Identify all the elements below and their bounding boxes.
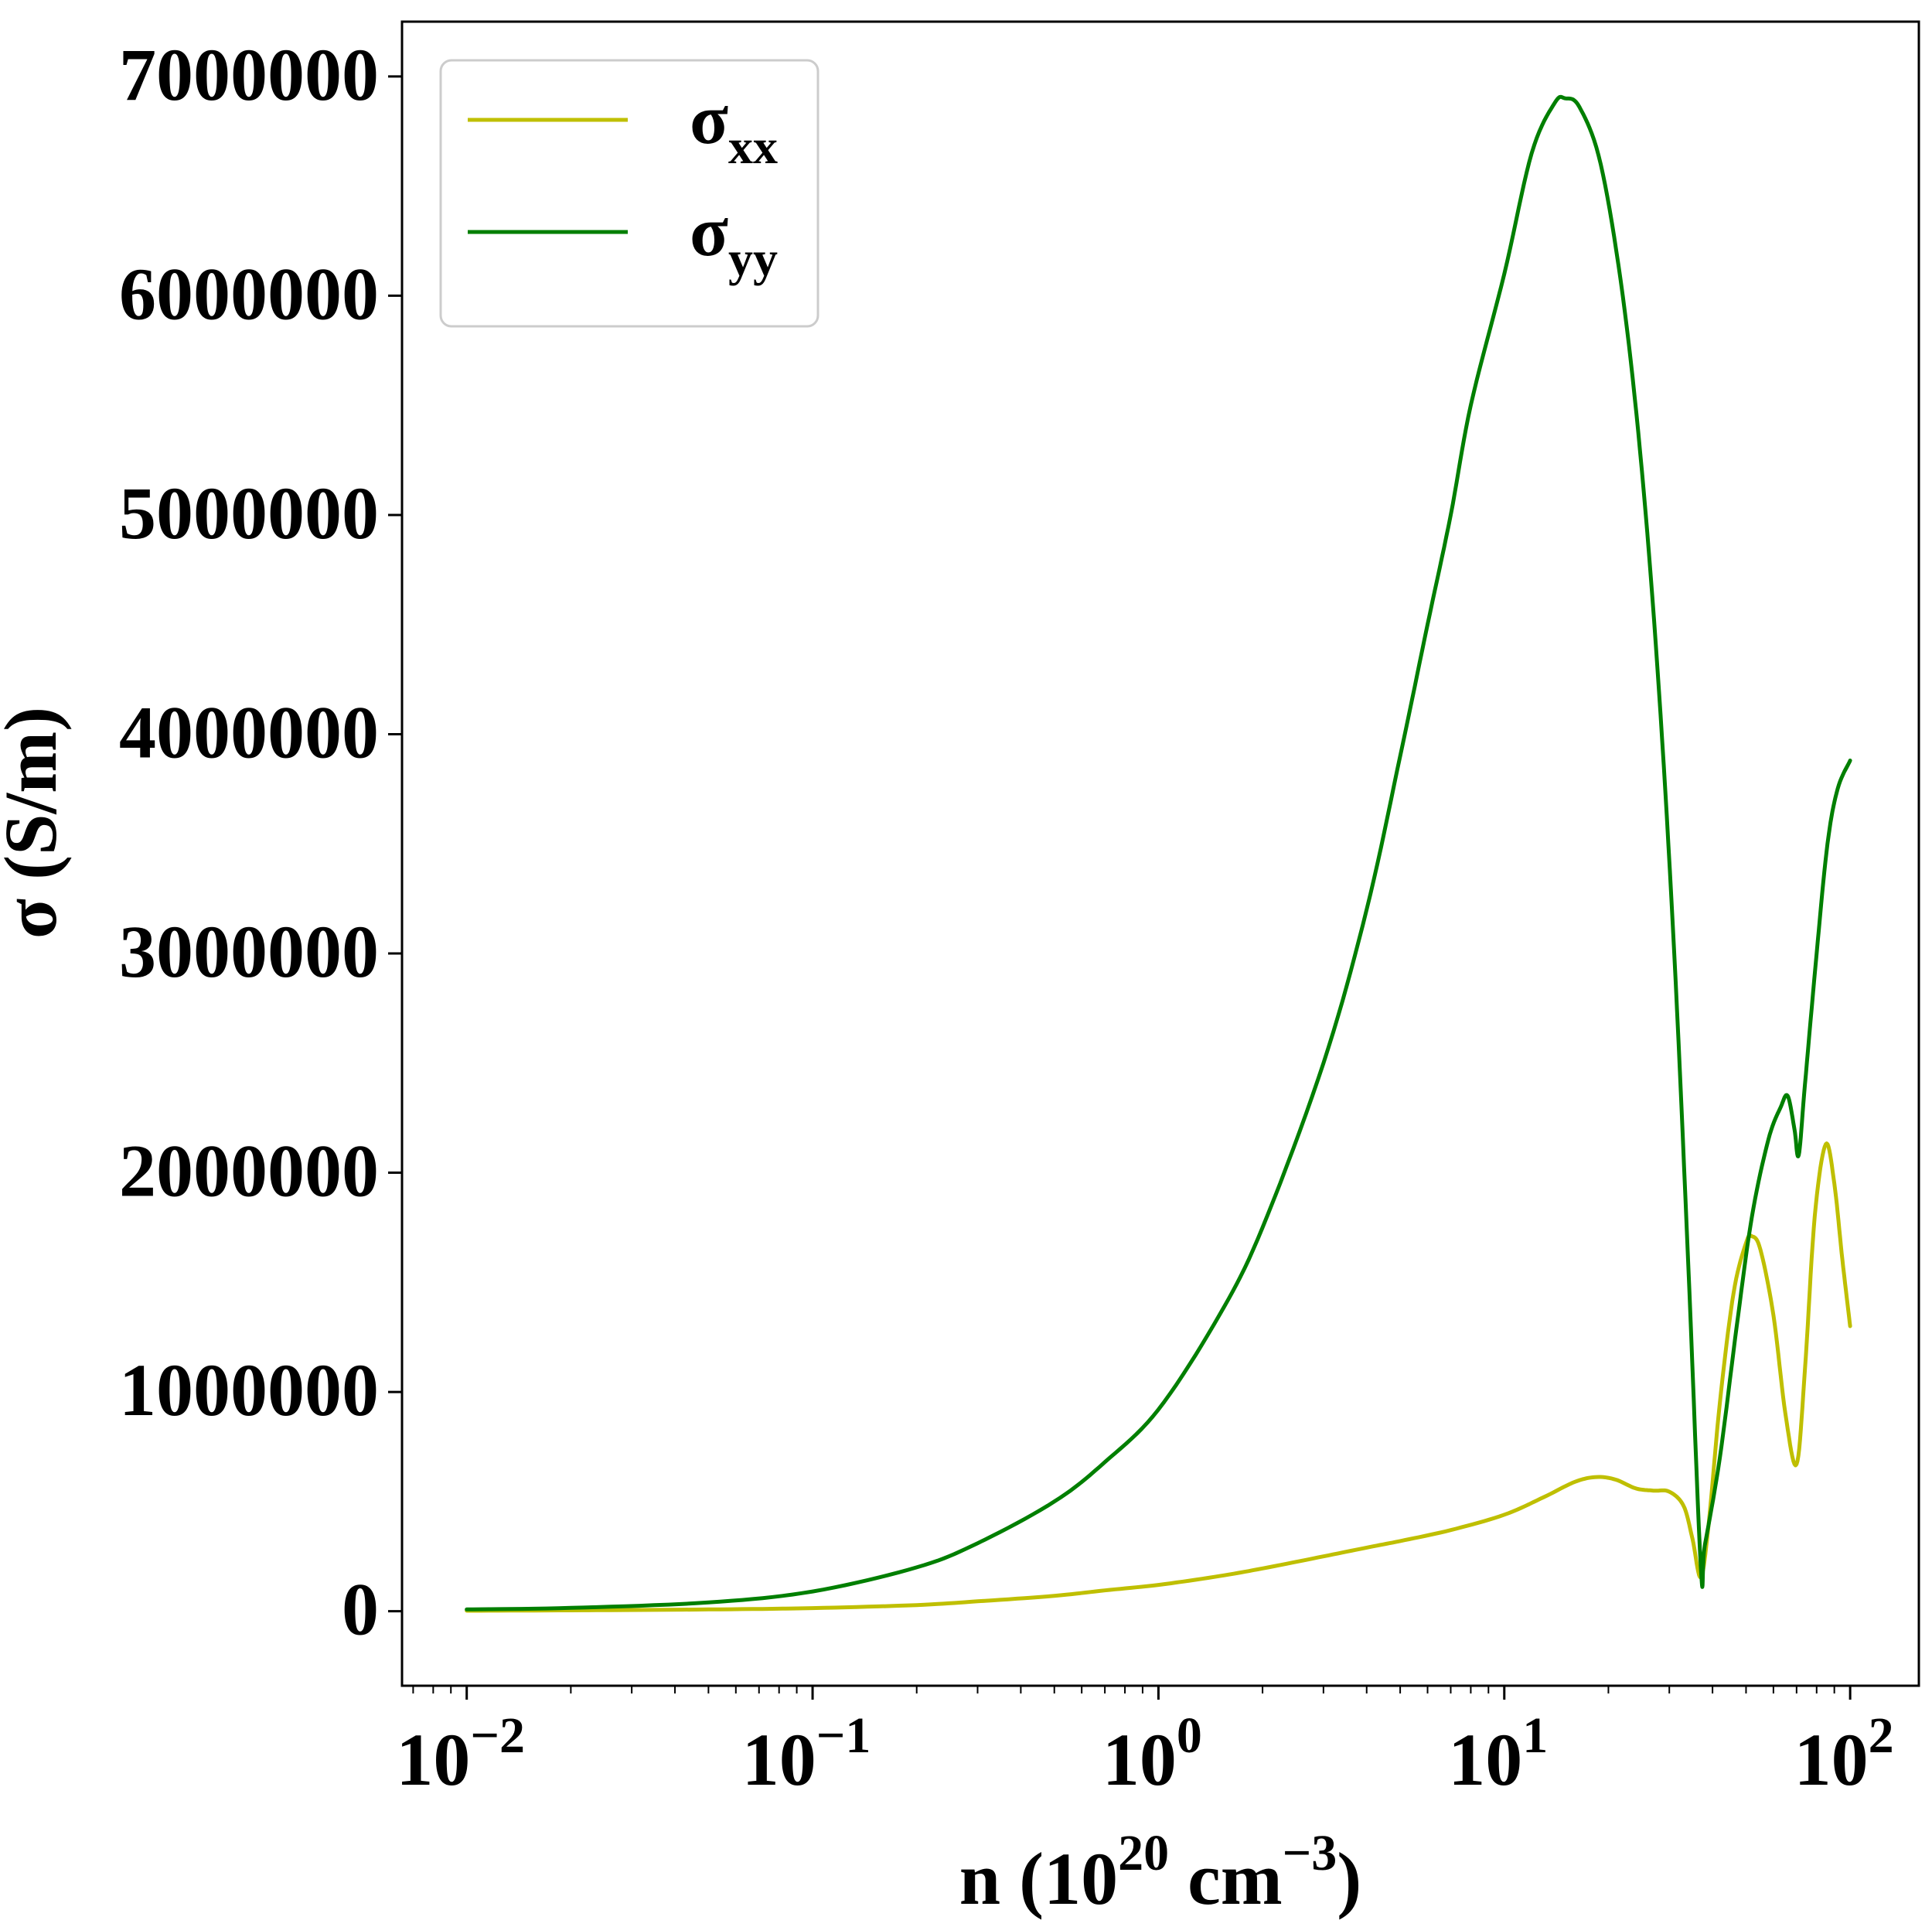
legend-label-sigma-yy: σyy — [690, 192, 778, 286]
series-layer — [465, 94, 1852, 1613]
series-line-sigma-yy — [465, 94, 1852, 1612]
y-tick-label: 1000000 — [119, 1349, 379, 1431]
y-axis-label: σ (S/m) — [0, 707, 72, 939]
x-tick-label: 102 — [1794, 1707, 1894, 1801]
y-tick-label: 4000000 — [119, 691, 379, 773]
x-tick-label: 10−2 — [396, 1707, 525, 1801]
y-tick-label: 2000000 — [119, 1130, 379, 1212]
legend: σxx σyy — [439, 59, 819, 328]
x-axis-label: n (1020 cm−3) — [959, 1825, 1362, 1920]
y-tick-label: 0 — [342, 1568, 379, 1651]
legend-label-sigma-xx: σxx — [690, 80, 778, 174]
legend-box — [439, 59, 819, 328]
y-tick-label: 3000000 — [119, 910, 379, 993]
x-tick-label: 10−1 — [742, 1707, 871, 1801]
y-axis-ticks: 0 1000000 2000000 3000000 4000000 5000000 6000… — [119, 33, 402, 1651]
x-axis-ticks: 10−2 10−1 100 101 102 — [396, 1686, 1894, 1801]
x-tick-label: 101 — [1448, 1707, 1548, 1801]
y-tick-label: 7000000 — [119, 33, 379, 116]
y-tick-label: 5000000 — [119, 472, 379, 554]
series-line-sigma-xx — [465, 1141, 1852, 1613]
plot-frame — [400, 20, 1920, 1687]
x-tick-label: 100 — [1102, 1707, 1202, 1801]
y-tick-label: 6000000 — [119, 252, 379, 335]
